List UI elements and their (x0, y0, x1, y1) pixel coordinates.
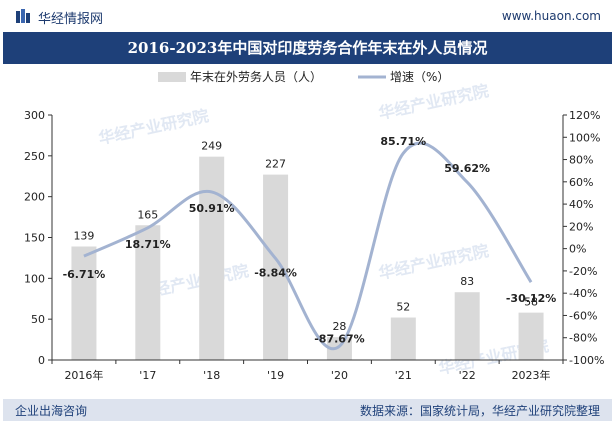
y-left-tick-label: 250 (24, 150, 45, 163)
y-right-tick-label: -40% (569, 287, 597, 300)
bar-value-label: 139 (73, 229, 94, 242)
y-left-tick-label: 0 (38, 354, 45, 367)
source-note: 数据来源：国家统计局，华经产业研究院整理 (359, 404, 600, 418)
x-tick-label: '18 (203, 369, 220, 382)
bar-value-label: 83 (460, 275, 474, 288)
legend-bar-swatch (158, 72, 186, 82)
y-right-tick-label: 100% (569, 131, 600, 144)
legend-line-label: 增速（%） (390, 70, 449, 84)
y-right-tick-label: 0% (569, 243, 586, 256)
y-right-tick-label: -80% (569, 332, 597, 345)
axes: 0 50 100 150 200 250 300 -100% -80% -60% -40% -20% 0… (24, 109, 604, 382)
y-right-tick-label: -100% (569, 354, 604, 367)
bar-value-label: 165 (137, 208, 158, 221)
growth-value-label: -6.71% (63, 268, 106, 281)
growth-value-label: -30.12% (506, 292, 556, 305)
site-url[interactable]: www.huaon.com (501, 9, 601, 23)
y-left-tick-label: 50 (31, 313, 45, 326)
bar-value-label: 28 (332, 320, 346, 333)
growth-line (83, 141, 533, 351)
y-right-tick-label: 40% (569, 198, 593, 211)
bar (135, 225, 161, 360)
bar (71, 246, 97, 360)
legend-bar-label: 年末在外劳务人员（人） (190, 69, 322, 84)
y-right-tick-label: 20% (569, 220, 593, 233)
y-right-tick-label: 60% (569, 176, 593, 189)
bar (326, 337, 352, 360)
watermark-text: 华经产业研究院 (97, 106, 211, 148)
footer-bar: 企业出海咨询 数据来源：国家统计局，华经产业研究院整理 (3, 399, 612, 421)
legend: 年末在外劳务人员（人） 增速（%） (158, 69, 449, 84)
bar (390, 317, 416, 360)
y-right-tick-label: -20% (569, 265, 597, 278)
y-left-tick-label: 150 (24, 232, 45, 245)
chart-title: 2016-2023年中国对印度劳务合作年末在外人员情况 (3, 32, 612, 64)
growth-value-label: 18.71% (125, 238, 171, 251)
y-right-tick-label: 120% (569, 109, 600, 122)
x-tick-label: '20 (331, 369, 348, 382)
bar-value-label: 227 (265, 158, 286, 171)
growth-value-label: 85.71% (380, 135, 426, 148)
watermark-text: 华经产业研究院 (377, 81, 491, 123)
growth-value-label: 50.91% (189, 202, 235, 215)
y-left-tick-label: 200 (24, 191, 45, 204)
bar (199, 156, 225, 360)
y-right-tick-label: 80% (569, 154, 593, 167)
y-left-tick-label: 100 (24, 272, 45, 285)
data-labels: 139 165 249 227 28 52 83 58 -6.71% 18.71% 50.91% -8… (63, 135, 557, 345)
x-tick-label: '19 (267, 369, 284, 382)
bar-value-label: 58 (524, 296, 538, 309)
x-tick-label: 2016年 (64, 368, 103, 382)
x-tick-label: '17 (139, 369, 156, 382)
bar-value-label: 249 (201, 140, 222, 153)
logo-icon (16, 9, 30, 23)
y-right-tick-label: -60% (569, 309, 597, 322)
growth-value-label: -8.84% (254, 266, 297, 279)
x-tick-label: '22 (459, 369, 476, 382)
bar (263, 174, 289, 360)
header-bar: 华经情报网 www.huaon.com (0, 0, 615, 32)
bar-value-label: 52 (396, 301, 410, 314)
y-left-tick-label: 300 (24, 109, 45, 122)
x-tick-label: 2023年 (512, 368, 551, 382)
growth-value-label: -87.67% (314, 332, 364, 345)
line-series (83, 141, 533, 351)
growth-value-label: 59.62% (444, 162, 490, 175)
footer-left-text: 企业出海咨询 (15, 404, 88, 418)
brand-name: 华经情报网 (38, 12, 104, 27)
x-tick-label: '21 (395, 369, 412, 382)
bar (454, 292, 480, 360)
bar (518, 312, 544, 360)
